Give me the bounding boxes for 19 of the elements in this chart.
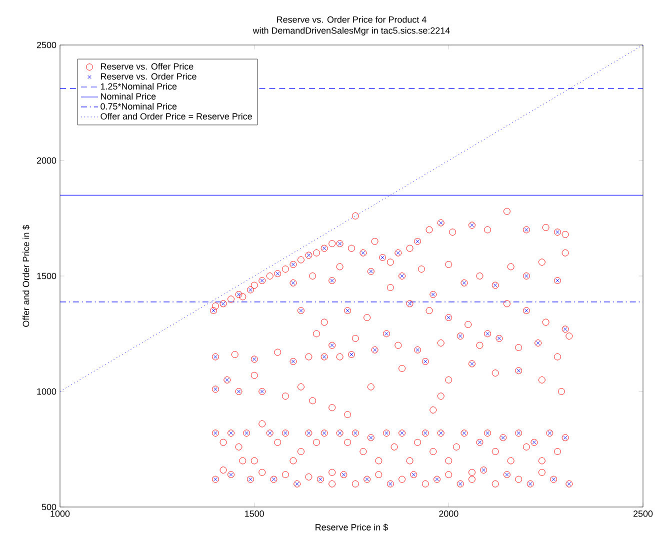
chart-subtitle: with DemandDrivenSalesMgr in tac5.sics.se:2214	[252, 27, 450, 36]
legend-label: Reserve vs. Offer Price	[101, 63, 194, 70]
legend-label: 0.75*Nominal Price	[100, 102, 177, 110]
chart-title: Reserve vs. Order Price for Product 4	[277, 16, 426, 23]
y-tick-label: 2500	[36, 42, 56, 48]
y-axis-title: Offer and Order Price in $	[22, 224, 30, 327]
legend-label: Reserve vs. Order Price	[101, 73, 196, 80]
y-tick-label: 500	[42, 504, 56, 510]
x-tick-label: 1000	[50, 510, 70, 517]
y-tick-label: 2000	[36, 157, 56, 164]
legend-label: Nominal Price	[101, 92, 156, 100]
y-tick-label: 1500	[37, 272, 56, 280]
legend-label: Offer and Order Price = Reserve Price	[100, 112, 252, 120]
x-tick-label: 1500	[245, 510, 264, 517]
x-axis-title: Reserve Price in $	[316, 524, 388, 531]
y-tick-label: 1000	[37, 388, 56, 395]
x-tick-label: 2000	[439, 510, 458, 517]
x-tick-label: 2500	[633, 510, 653, 517]
ref-line-label: 1.25*Nominal Price	[100, 83, 177, 90]
